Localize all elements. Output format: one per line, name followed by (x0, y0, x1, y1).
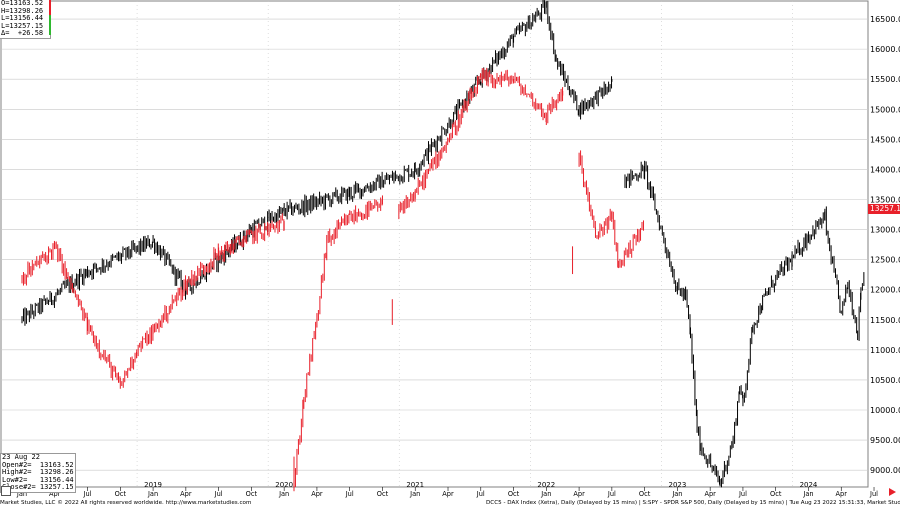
ohlc-readout: O=13163.52 H=13298.26 L=13156.44 L=13257… (0, 0, 51, 39)
x-axis: Jan Apr Jul Oct Jan Apr Jul Oct Jan Apr Jul Oct Jan A… (16, 481, 878, 498)
x-month-label: Oct (246, 490, 258, 498)
y-tick-label: 13000.00 (870, 226, 900, 235)
series-layer (21, 0, 865, 492)
x-month-label: Jan (802, 490, 813, 498)
x-month-label: Apr (311, 490, 323, 498)
x-month-label: Oct (377, 490, 389, 498)
x-month-label: Jan (147, 490, 158, 498)
series-line (21, 0, 865, 488)
date-readout-high: High#2= 13298.26 (2, 468, 74, 477)
ohlc-change: Δ= +26.58 (1, 29, 44, 38)
footer-copyright: Market Studies, LLC © 2022 All rights re… (0, 500, 252, 506)
x-month-label: Apr (180, 490, 192, 498)
y-tick-label: 13500.00 (870, 195, 900, 204)
footer-bar: Market Studies, LLC © 2022 All rights re… (0, 498, 900, 508)
x-month-label: Jul (869, 490, 878, 498)
ohlc-open: O=13163.52 (1, 0, 44, 7)
x-year-label: 2020 (275, 481, 293, 489)
x-month-label: Jan (671, 490, 682, 498)
footer-series-info: DCC5 - DAX Index (Xetra), Daily (Delayed… (486, 500, 900, 506)
scroll-left-box[interactable] (1, 486, 11, 496)
x-month-label: Oct (770, 490, 782, 498)
x-month-label: Oct (639, 490, 651, 498)
y-tick-label: 9500.00 (870, 436, 900, 445)
x-month-label: Apr (573, 490, 585, 498)
x-month-label: Apr (704, 490, 716, 498)
x-year-label: 2022 (537, 481, 555, 489)
x-year-label: 2023 (668, 481, 686, 489)
x-month-label: Oct (508, 490, 520, 498)
y-tick-label: 15500.00 (870, 75, 900, 84)
x-month-label: Jul (476, 490, 485, 498)
ohlc-low: L=13156.44 (1, 14, 44, 23)
x-month-label: Jul (83, 490, 92, 498)
date-readout: 23 Aug 22 Open#2= 13163.52 High#2= 13298… (0, 453, 76, 493)
date-readout-open: Open#2= 13163.52 (2, 460, 74, 469)
y-tick-label: 14500.00 (870, 135, 900, 144)
y-tick-label: 12000.00 (870, 286, 900, 295)
y-tick-label: 10500.00 (870, 376, 900, 385)
date-readout-date: 23 Aug 22 (2, 453, 40, 461)
x-month-label: Apr (49, 490, 61, 498)
x-month-label: Jul (214, 490, 223, 498)
y-tick-label: 12500.00 (870, 256, 900, 265)
x-year-label: 2021 (406, 481, 424, 489)
x-month-label: Jan (409, 490, 420, 498)
y-tick-label: 11000.00 (870, 346, 900, 355)
x-month-label: Jul (607, 490, 616, 498)
ohlc-green-indicator (49, 15, 51, 35)
x-month-label: Apr (836, 490, 848, 498)
date-readout-close: Close#2= 13257.15 (2, 483, 74, 492)
x-year-label: 2024 (800, 481, 818, 489)
x-year-label: 2019 (144, 481, 162, 489)
ohlc-last: L=13257.15 (1, 21, 44, 30)
x-month-label: Jul (738, 490, 747, 498)
x-month-label: Jan (16, 490, 27, 498)
x-month-label: Jan (278, 490, 289, 498)
last-price-tag: 13257.1 (868, 204, 900, 214)
date-readout-low: Low#2= 13156.44 (2, 475, 74, 484)
y-tick-label: 15000.00 (870, 105, 900, 114)
y-tick-label: 16500.00 (870, 15, 900, 24)
series-line (21, 67, 644, 492)
y-tick-label: 9000.00 (870, 466, 900, 475)
x-month-label: Jan (540, 490, 551, 498)
y-tick-label: 16000.00 (870, 45, 900, 54)
y-tick-label: 10000.00 (870, 406, 900, 415)
y-tick-label: 14000.00 (870, 165, 900, 174)
grid-lines (1, 1, 868, 487)
y-tick-label: 11500.00 (870, 316, 900, 325)
ohlc-red-indicator (49, 0, 51, 15)
x-month-label: Apr (442, 490, 454, 498)
x-month-label: Jul (345, 490, 354, 498)
ohlc-high: H=13298.26 (1, 6, 44, 15)
y-axis: 9000.00 9500.00 10000.00 10500.00 11000.00 11… (870, 15, 900, 475)
scroll-right-arrow-icon[interactable] (889, 488, 896, 496)
x-month-label: Oct (115, 490, 127, 498)
